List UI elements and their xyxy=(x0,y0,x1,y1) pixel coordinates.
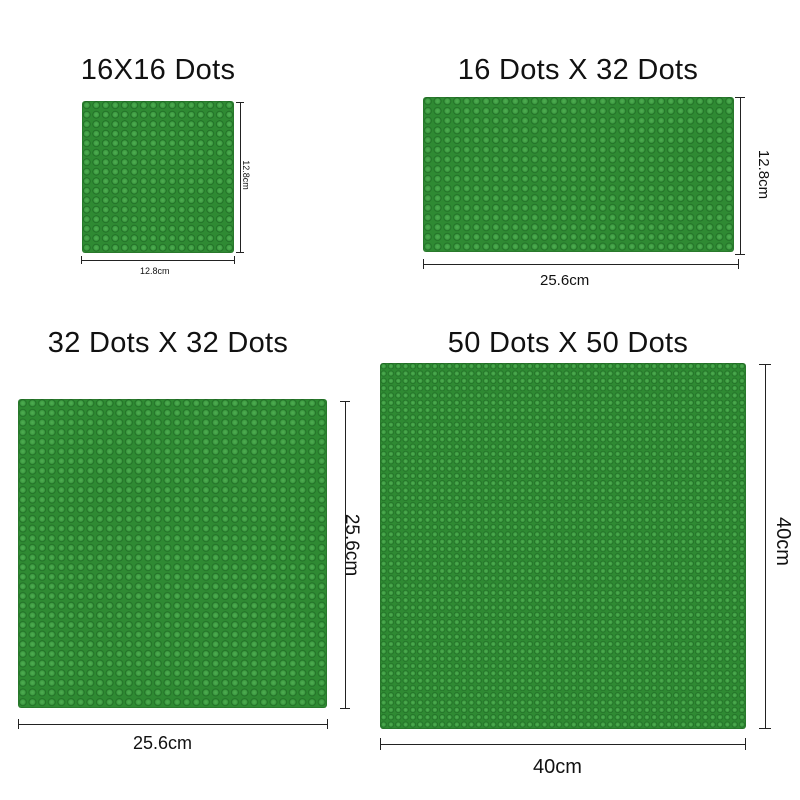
plate-50x50-baseplate xyxy=(380,363,746,729)
plate-32x32-width-label: 25.6cm xyxy=(133,733,193,753)
plate-50x50-width-dimension xyxy=(380,738,746,750)
plate-50x50-height-label: 40cm xyxy=(771,517,794,566)
plate-16x32-width-label: 25.6cm xyxy=(540,272,590,289)
plate-16x16-width-dimension xyxy=(81,256,235,264)
plate-16x16-baseplate xyxy=(82,101,234,253)
plate-32x32-height-label: 25.6cm xyxy=(341,513,363,577)
plate-32x32-title: 32 Dots X 32 Dots xyxy=(47,327,289,359)
plate-16x16-height-dimension xyxy=(236,102,244,253)
plate-16x32-title: 16 Dots X 32 Dots xyxy=(457,54,699,86)
plate-32x32-height-dimension xyxy=(340,401,350,709)
plate-16x16-height-label: 12.8cm xyxy=(240,160,251,190)
plate-16x32-height-label: 12.8cm xyxy=(755,149,773,200)
plate-32x32-baseplate xyxy=(18,399,327,708)
plate-16x16-width-label: 12.8cm xyxy=(140,266,170,276)
plate-50x50-width-label: 40cm xyxy=(533,756,582,778)
plate-16x16-title: 16X16 Dots xyxy=(80,54,236,86)
plate-16x32-width-dimension xyxy=(423,259,739,269)
plate-16x32-height-dimension xyxy=(735,97,745,255)
plate-32x32-width-dimension xyxy=(18,719,328,729)
plate-50x50-height-dimension xyxy=(759,364,771,729)
plate-16x32-baseplate xyxy=(423,97,734,252)
plate-50x50-title: 50 Dots X 50 Dots xyxy=(447,327,689,359)
